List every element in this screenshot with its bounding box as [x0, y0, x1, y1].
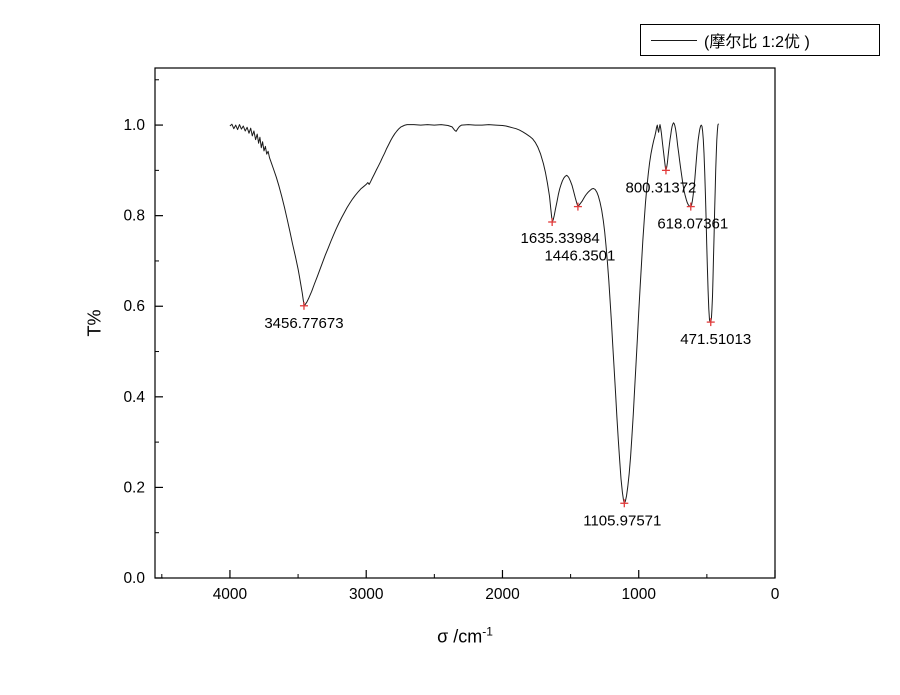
legend: (摩尔比 1:2优 ) — [640, 24, 880, 56]
legend-label: (摩尔比 1:2优 ) — [704, 34, 810, 51]
y-tick-label: 1.0 — [123, 117, 145, 134]
spectrum-line — [229, 122, 719, 504]
peak-label: 471.51013 — [680, 331, 751, 348]
y-tick-label: 0.6 — [123, 298, 145, 315]
legend-line-sample-icon — [651, 39, 697, 41]
peak-label: 3456.77673 — [264, 315, 343, 332]
peak-label: 1635.33984 — [521, 230, 600, 247]
peak-label: 1105.97571 — [583, 512, 661, 529]
x-tick-label: 0 — [771, 586, 780, 603]
y-tick-label: 0.2 — [123, 479, 145, 496]
x-tick-label: 2000 — [485, 586, 520, 603]
peak-label: 618.07361 — [657, 216, 728, 233]
x-tick-label: 4000 — [213, 586, 248, 603]
y-tick-label: 0.0 — [123, 570, 145, 587]
x-tick-label: 1000 — [621, 586, 656, 603]
y-tick-label: 0.4 — [123, 389, 145, 406]
x-tick-label: 3000 — [349, 586, 384, 603]
x-axis-title-base: σ /cm — [437, 626, 483, 647]
y-tick-label: 0.8 — [123, 208, 145, 225]
peak-label: 800.31372 — [625, 179, 696, 196]
plot-frame — [154, 67, 776, 579]
x-axis-title: σ /cm-1 — [437, 625, 493, 648]
x-axis-title-exponent: -1 — [482, 624, 493, 639]
peak-label: 1446.3501 — [544, 248, 615, 265]
